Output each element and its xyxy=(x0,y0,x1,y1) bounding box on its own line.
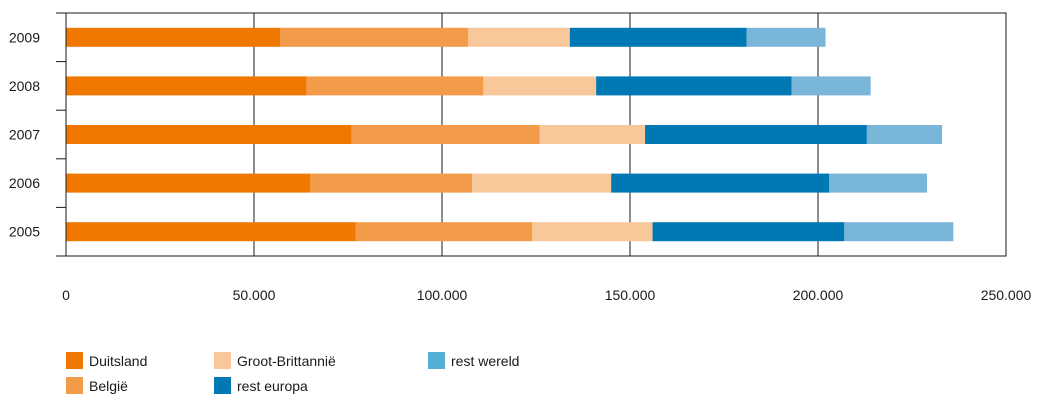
bar-2009-rest-wereld xyxy=(746,27,826,47)
bar-2009-belgi- xyxy=(280,27,469,47)
bar-2007-duitsland xyxy=(66,125,352,144)
x-tick-label: 250.000 xyxy=(981,287,1032,303)
plot-frame xyxy=(65,12,1007,257)
legend-label: rest wereld xyxy=(451,352,520,369)
x-tick-label: 50.000 xyxy=(233,287,276,303)
bar-2005-rest-europa xyxy=(652,222,845,242)
legend-label: rest europa xyxy=(237,377,308,394)
legend-item-groot-brittannie: Groot-Brittannië xyxy=(214,352,336,369)
legend-item-rest-europa: rest europa xyxy=(214,377,308,394)
bar-2007-rest-wereld xyxy=(866,125,943,144)
bar-2005-rest-wereld xyxy=(844,222,954,242)
bar-2007-belgi- xyxy=(351,125,540,144)
legend-label: Duitsland xyxy=(89,352,148,369)
bar-2006-belgi- xyxy=(310,173,473,193)
y-tick-label: 2005 xyxy=(9,224,40,240)
bar-2005-belgi- xyxy=(355,222,533,242)
bar-2007-groot-brittanni- xyxy=(539,125,646,144)
bar-2009-groot-brittanni- xyxy=(468,27,570,47)
x-tick-label: 0 xyxy=(62,287,70,303)
legend-swatch xyxy=(214,352,231,369)
bar-2006-duitsland xyxy=(66,173,311,193)
x-tick-label: 200.000 xyxy=(793,287,844,303)
bar-2005-groot-brittanni- xyxy=(532,222,653,242)
bar-2006-groot-brittanni- xyxy=(472,173,612,193)
bar-2009-duitsland xyxy=(66,27,281,47)
y-tick-label: 2006 xyxy=(9,175,40,191)
x-tick-label: 150.000 xyxy=(605,287,656,303)
bar-2009-rest-europa xyxy=(569,27,747,47)
bar-2008-belgi- xyxy=(306,76,484,96)
bar-2006-rest-wereld xyxy=(829,173,928,193)
legend-swatch xyxy=(428,352,445,369)
legend-swatch xyxy=(66,377,83,394)
legend-item-rest-wereld: rest wereld xyxy=(428,352,519,369)
legend-swatch xyxy=(214,377,231,394)
bar-2005-duitsland xyxy=(66,222,356,242)
legend: Duitsland België Groot-Brittannië rest e… xyxy=(66,352,626,398)
bar-2006-rest-europa xyxy=(611,173,830,193)
bar-2008-duitsland xyxy=(66,76,307,96)
legend-label: Groot-Brittannië xyxy=(237,352,336,369)
legend-label: België xyxy=(89,377,128,394)
legend-swatch xyxy=(66,352,83,369)
bar-2007-rest-europa xyxy=(645,125,867,144)
x-tick-label: 100.000 xyxy=(417,287,468,303)
legend-item-duitsland: Duitsland xyxy=(66,352,147,369)
y-tick-label: 2007 xyxy=(9,127,40,143)
y-tick-label: 2009 xyxy=(9,29,40,45)
y-tick-label: 2008 xyxy=(9,78,40,94)
bar-2008-rest-europa xyxy=(596,76,792,96)
bar-2008-rest-wereld xyxy=(791,76,871,96)
legend-item-belgie: België xyxy=(66,377,128,394)
bar-2008-groot-brittanni- xyxy=(483,76,597,96)
